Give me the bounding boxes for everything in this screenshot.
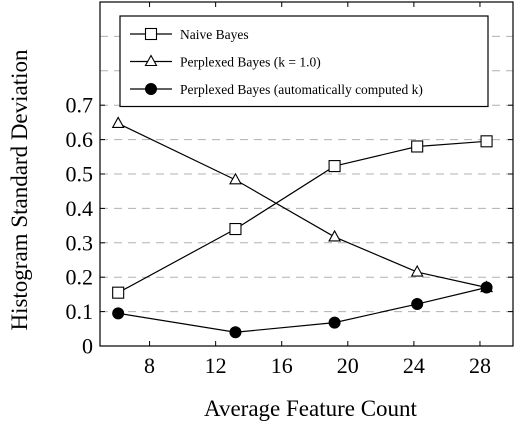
plot-frame <box>99 1 514 347</box>
data-point-triangle <box>410 264 424 277</box>
y-tick-label: 0.1 <box>66 299 94 324</box>
y-axis-title: Histogram Standard Deviation <box>7 49 32 331</box>
y-tick-label: 0.2 <box>66 265 94 290</box>
tick-layer: 8 12 16 20 24 28 0 0.1 0.2 0.3 0.4 0.5 0.6 0.7 <box>66 2 513 378</box>
x-tick-label: 16 <box>271 353 293 378</box>
legend-label: Perplexed Bayes (k = 1.0) <box>180 55 321 70</box>
data-point-triangle <box>328 229 342 242</box>
legend-label: Naive Bayes <box>180 27 249 42</box>
series-circle <box>112 281 493 339</box>
data-point-square <box>112 286 125 299</box>
data-point-square <box>229 222 242 236</box>
series-line-square <box>117 140 487 294</box>
legend-marker-triangle <box>144 54 158 67</box>
legend-label: Perplexed Bayes (automatically computed … <box>180 82 423 97</box>
data-point-triangle <box>111 116 125 128</box>
series-layer <box>111 116 493 339</box>
data-point-square <box>328 160 341 173</box>
series-line-circle <box>118 286 487 333</box>
x-tick-label: 12 <box>205 353 227 378</box>
data-point-circle <box>411 298 424 311</box>
y-tick-label: 0.4 <box>66 196 94 221</box>
x-axis-title: Average Feature Count <box>204 396 417 421</box>
x-tick-label: 28 <box>469 353 491 378</box>
data-point-square <box>411 140 424 153</box>
y-tick-label: 0.6 <box>66 127 94 152</box>
x-tick-label: 8 <box>144 353 155 378</box>
legend: Naive Bayes Perplexed Bayes (k = 1.0) Perp… <box>119 15 489 108</box>
series-square <box>112 135 493 299</box>
data-point-square <box>480 135 493 148</box>
x-tick-label: 24 <box>403 353 425 378</box>
data-point-circle <box>112 307 125 320</box>
legend-marker-square <box>144 27 158 41</box>
y-tick-label: 0 <box>82 334 93 359</box>
data-point-circle <box>229 326 242 339</box>
data-point-circle <box>328 316 341 329</box>
y-tick-label: 0.3 <box>66 230 94 255</box>
x-tick-label: 20 <box>337 353 359 378</box>
legend-marker-circle <box>145 83 157 95</box>
data-point-circle <box>480 281 493 294</box>
data-point-triangle <box>229 172 242 185</box>
y-tick-label: 0.7 <box>66 93 94 118</box>
y-tick-label: 0.5 <box>66 162 94 187</box>
legend-box <box>119 15 489 108</box>
